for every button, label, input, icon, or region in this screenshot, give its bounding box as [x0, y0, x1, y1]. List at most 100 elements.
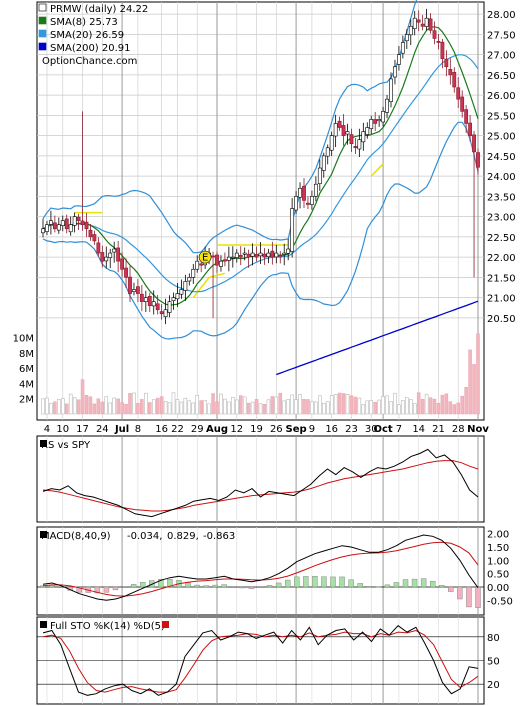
- volume-bar: [203, 400, 207, 415]
- volume-bar: [448, 401, 453, 415]
- x-tick-label: Sep: [286, 424, 307, 435]
- volume-bar: [286, 399, 290, 415]
- volume-bar: [294, 399, 298, 415]
- volume-bar: [136, 403, 140, 415]
- volume-bar: [353, 396, 358, 415]
- macd-histogram-bar: [149, 580, 155, 588]
- rs-legend-swatch: [40, 440, 47, 447]
- candle-body: [321, 155, 326, 171]
- volume-bar: [389, 401, 393, 415]
- volume-bar: [318, 395, 322, 415]
- volume-bar: [282, 400, 286, 415]
- volume-bar: [76, 399, 81, 415]
- x-tick-label: 24: [96, 424, 109, 435]
- volume-bar: [468, 349, 472, 415]
- candle-body: [400, 42, 405, 54]
- rs-title: RS vs SPY: [41, 440, 91, 451]
- volume-bar: [393, 392, 397, 415]
- volume-bar: [472, 364, 476, 415]
- candle-body: [195, 260, 200, 270]
- volume-bar: [428, 397, 433, 415]
- candle-body: [128, 276, 132, 294]
- volume-bar: [302, 399, 306, 415]
- volume-bar: [397, 404, 401, 415]
- macd-histogram-bar: [402, 579, 409, 588]
- candle-body: [274, 252, 279, 258]
- volume-bar: [278, 392, 283, 415]
- panel-frame: [36, 1, 485, 421]
- volume-bar: [215, 401, 219, 415]
- volume-bar: [207, 403, 211, 415]
- macd-histogram-bar: [448, 586, 454, 592]
- candle-body: [163, 309, 168, 318]
- volume-bar: [167, 402, 172, 415]
- price-tick-label: 24.00: [487, 172, 516, 183]
- x-tick-label: 8: [135, 424, 141, 435]
- price-tick-label: 28.00: [487, 10, 516, 21]
- x-tick-label: 4: [44, 424, 50, 435]
- volume-bar: [242, 396, 247, 415]
- volume-bar: [124, 403, 128, 415]
- candle-body: [226, 256, 231, 261]
- macd-histogram-bar: [239, 586, 246, 589]
- volume-bar: [108, 402, 112, 415]
- volume-bar: [100, 401, 105, 415]
- volume-bar: [333, 394, 338, 415]
- candle-body: [136, 286, 140, 294]
- price-tick-label: 23.50: [487, 192, 516, 203]
- volume-tick-label: 8M: [19, 349, 34, 360]
- macd-histogram-bar: [475, 586, 481, 608]
- macd-histogram-bar: [203, 585, 209, 588]
- volume-bar: [159, 396, 164, 415]
- volume-bar: [92, 403, 97, 415]
- candle-body: [108, 252, 113, 258]
- candle-body: [373, 119, 378, 124]
- volume-bar: [436, 403, 441, 415]
- volume-bar: [68, 393, 73, 415]
- candle-body: [124, 267, 128, 278]
- candle-body: [325, 147, 330, 157]
- volume-bar: [254, 399, 259, 415]
- volume-bar: [298, 394, 302, 415]
- volume-bar: [412, 403, 417, 415]
- volume-bar: [155, 397, 160, 415]
- candle-body: [436, 41, 441, 43]
- candle-body: [191, 268, 196, 278]
- volume-bar: [341, 393, 346, 415]
- volume-bar: [361, 404, 366, 415]
- candle-body: [361, 131, 366, 143]
- price-tick-label: 25.00: [487, 132, 516, 143]
- bollinger-squeeze: [192, 272, 226, 299]
- candle-body: [317, 167, 322, 184]
- x-tick-label: 17: [76, 424, 89, 435]
- candle-body: [230, 256, 235, 259]
- x-tick-label: 12: [230, 424, 243, 435]
- sto-d-line: [42, 629, 479, 693]
- macd-histogram-bar: [393, 582, 400, 588]
- candle-body: [333, 123, 338, 137]
- candle-body: [187, 277, 192, 282]
- macd-histogram-bar: [130, 584, 137, 588]
- volume-tick-label: 2M: [19, 395, 34, 406]
- macd-histogram-bar: [194, 584, 200, 588]
- volume-bar: [179, 401, 184, 415]
- macd-histogram-bar: [40, 585, 46, 588]
- volume-bar: [211, 393, 215, 415]
- candle-body: [440, 41, 445, 59]
- volume-bar: [314, 401, 318, 415]
- volume-bar: [80, 379, 85, 415]
- volume-bar: [401, 400, 405, 415]
- candle-body: [353, 146, 358, 149]
- price-tick-label: 27.50: [487, 30, 516, 41]
- volume-bar: [337, 392, 342, 415]
- candle-body: [412, 17, 417, 29]
- macd-tick-label: 1.00: [487, 556, 509, 567]
- x-tick-label: Oct: [373, 424, 392, 435]
- volume-bar: [258, 403, 263, 415]
- watermark: OptionChance.com: [42, 56, 137, 67]
- volume-bar: [61, 398, 65, 415]
- candle-body: [242, 252, 247, 255]
- macd-histogram-bar: [230, 586, 237, 589]
- candle-body: [282, 252, 287, 255]
